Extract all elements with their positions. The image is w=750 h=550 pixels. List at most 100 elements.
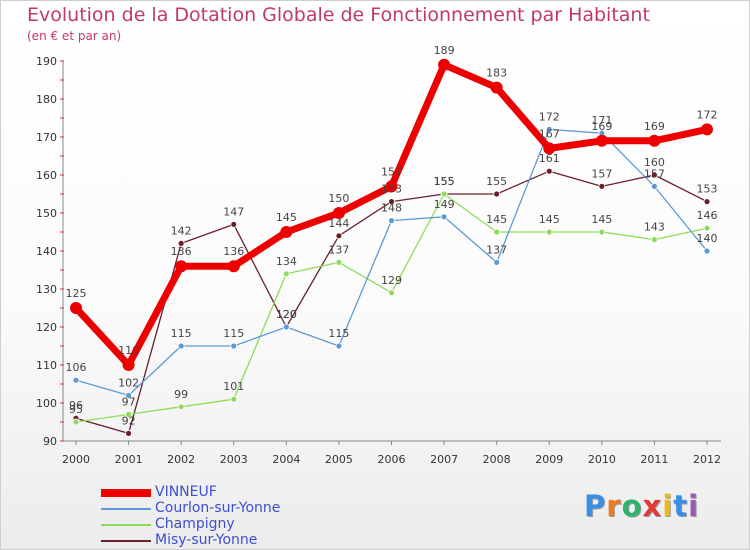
data-point (651, 236, 658, 244)
chart-axes: 90 100 110 120 130 140 150 160 170 180 190 2000 2001… (36, 55, 721, 466)
data-label: 95 (69, 403, 83, 416)
data-point (598, 228, 606, 236)
data-label: 115 (223, 327, 244, 340)
data-point (545, 125, 553, 133)
data-point (595, 134, 608, 147)
data-label: 150 (328, 192, 349, 205)
data-label: 155 (486, 175, 507, 188)
data-point (545, 228, 553, 236)
data-label: 157 (381, 165, 402, 178)
data-label: 97 (122, 395, 136, 408)
data-point (543, 142, 556, 155)
data-point (335, 232, 343, 240)
data-point (545, 167, 553, 175)
data-point (125, 429, 132, 437)
y-tick-label: 140 (36, 245, 57, 258)
data-label: 99 (174, 388, 188, 401)
legend-swatch (101, 524, 151, 526)
chart-subtitle: (en € et par an) (27, 29, 122, 43)
data-point (651, 182, 658, 190)
data-point (175, 260, 188, 273)
data-label: 137 (328, 243, 349, 256)
data-point (230, 395, 238, 403)
x-tick-label: 2006 (378, 453, 406, 466)
data-label: 144 (328, 217, 349, 230)
data-label: 125 (66, 287, 87, 300)
x-tick-label: 2007 (430, 453, 458, 466)
legend-item: Misy-sur-Yonne (101, 532, 401, 549)
data-label: 161 (539, 152, 560, 165)
legend-item: Courlon-sur-Yonne (101, 500, 401, 517)
x-tick-label: 2004 (272, 453, 300, 466)
data-label: 172 (697, 108, 718, 121)
data-point (227, 260, 240, 273)
data-label: 145 (591, 213, 612, 226)
data-point (440, 190, 448, 198)
data-label: 145 (539, 213, 560, 226)
data-point (493, 228, 501, 236)
legend-swatch (101, 508, 151, 510)
chart-title: Evolution de la Dotation Globale de Fonc… (27, 4, 650, 26)
data-point (280, 226, 293, 238)
y-tick-label: 180 (36, 93, 57, 106)
data-point (177, 342, 185, 350)
data-label: 115 (171, 327, 192, 340)
data-label: 169 (591, 120, 612, 133)
data-point (703, 247, 711, 255)
data-label: 134 (276, 255, 297, 268)
data-point (648, 134, 661, 147)
data-point (122, 359, 135, 371)
legend-swatch (101, 489, 151, 497)
legend-label: Champigny (155, 516, 235, 532)
data-point (703, 224, 711, 232)
legend-label: Misy-sur-Yonne (155, 532, 258, 548)
x-tick-label: 2008 (483, 453, 511, 466)
x-tick-label: 2002 (167, 453, 195, 466)
x-tick-label: 2000 (62, 453, 90, 466)
data-label: 145 (276, 211, 297, 224)
data-label: 137 (486, 243, 507, 256)
y-tick-label: 150 (36, 207, 57, 220)
data-point (490, 81, 503, 94)
data-label: 155 (434, 175, 455, 188)
proxiti-logo: Proxiti (584, 489, 699, 523)
y-tick-label: 110 (36, 359, 57, 372)
data-point (440, 213, 448, 221)
data-point (598, 182, 606, 190)
data-label: 102 (118, 376, 139, 389)
data-point (125, 410, 132, 418)
data-point (335, 258, 343, 266)
data-point (72, 418, 80, 426)
data-label: 171 (591, 114, 612, 127)
data-point (493, 190, 501, 198)
x-tick-label: 2010 (588, 453, 616, 466)
data-label: 120 (276, 308, 297, 321)
data-label: 167 (539, 127, 560, 140)
data-label: 110 (118, 344, 139, 357)
data-label: 169 (644, 120, 665, 133)
series-layer (70, 58, 713, 437)
data-point (388, 198, 395, 206)
series-line-vinneuf (73, 61, 708, 369)
data-label: 136 (223, 245, 244, 258)
x-tick-label: 2001 (115, 453, 143, 466)
line-chart: 90 100 110 120 130 140 150 160 170 180 190 2000 2001… (36, 44, 721, 466)
data-point (177, 403, 185, 411)
data-label: 149 (434, 198, 455, 211)
data-label: 148 (381, 202, 402, 215)
data-label: 136 (171, 245, 192, 258)
x-tick-label: 2003 (220, 453, 248, 466)
x-tick-label: 2012 (693, 453, 721, 466)
data-point (703, 198, 711, 206)
legend-swatch (101, 540, 151, 542)
legend-item: VINNEUF (101, 484, 401, 501)
y-tick-label: 160 (36, 169, 57, 182)
data-point (70, 302, 82, 314)
data-point (177, 239, 185, 247)
data-point (335, 342, 343, 350)
data-label: 160 (644, 156, 665, 169)
data-point (230, 220, 238, 228)
data-point (388, 217, 395, 225)
